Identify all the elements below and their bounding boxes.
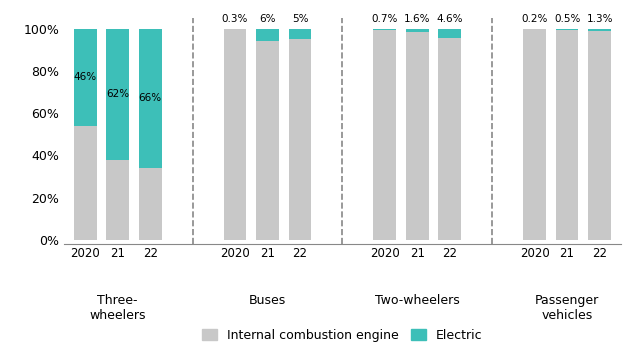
Bar: [438, 28, 461, 38]
Bar: [106, 159, 129, 240]
Bar: [556, 28, 579, 29]
Bar: [373, 30, 396, 240]
Bar: [256, 41, 279, 240]
Bar: [588, 31, 611, 240]
Bar: [438, 38, 461, 240]
Text: 5%: 5%: [292, 14, 308, 24]
Bar: [223, 28, 246, 29]
Text: 46%: 46%: [74, 72, 97, 82]
Bar: [373, 28, 396, 30]
Text: Buses: Buses: [249, 294, 286, 307]
Bar: [556, 29, 579, 240]
Text: 1.3%: 1.3%: [586, 14, 613, 24]
Bar: [523, 28, 546, 29]
Bar: [106, 28, 129, 159]
Text: 66%: 66%: [139, 93, 162, 103]
Bar: [74, 28, 97, 126]
Text: 6%: 6%: [259, 14, 276, 24]
Bar: [406, 28, 429, 32]
Text: 0.2%: 0.2%: [522, 14, 548, 24]
Bar: [139, 28, 162, 168]
Bar: [223, 29, 246, 240]
Text: Two-wheelers: Two-wheelers: [375, 294, 460, 307]
Text: 1.6%: 1.6%: [404, 14, 431, 24]
Text: 62%: 62%: [106, 89, 129, 99]
Bar: [74, 126, 97, 240]
Bar: [406, 32, 429, 240]
Text: Three-
wheelers: Three- wheelers: [90, 294, 146, 322]
Bar: [289, 39, 312, 240]
Text: 0.3%: 0.3%: [221, 14, 248, 24]
Text: 0.5%: 0.5%: [554, 14, 580, 24]
Bar: [139, 168, 162, 240]
Bar: [588, 28, 611, 31]
Text: 0.7%: 0.7%: [372, 14, 398, 24]
Text: 4.6%: 4.6%: [436, 14, 463, 24]
Bar: [256, 28, 279, 41]
Legend: Internal combustion engine, Electric: Internal combustion engine, Electric: [202, 329, 483, 342]
Bar: [289, 28, 312, 39]
Text: Passenger
vehicles: Passenger vehicles: [535, 294, 599, 322]
Bar: [523, 29, 546, 240]
